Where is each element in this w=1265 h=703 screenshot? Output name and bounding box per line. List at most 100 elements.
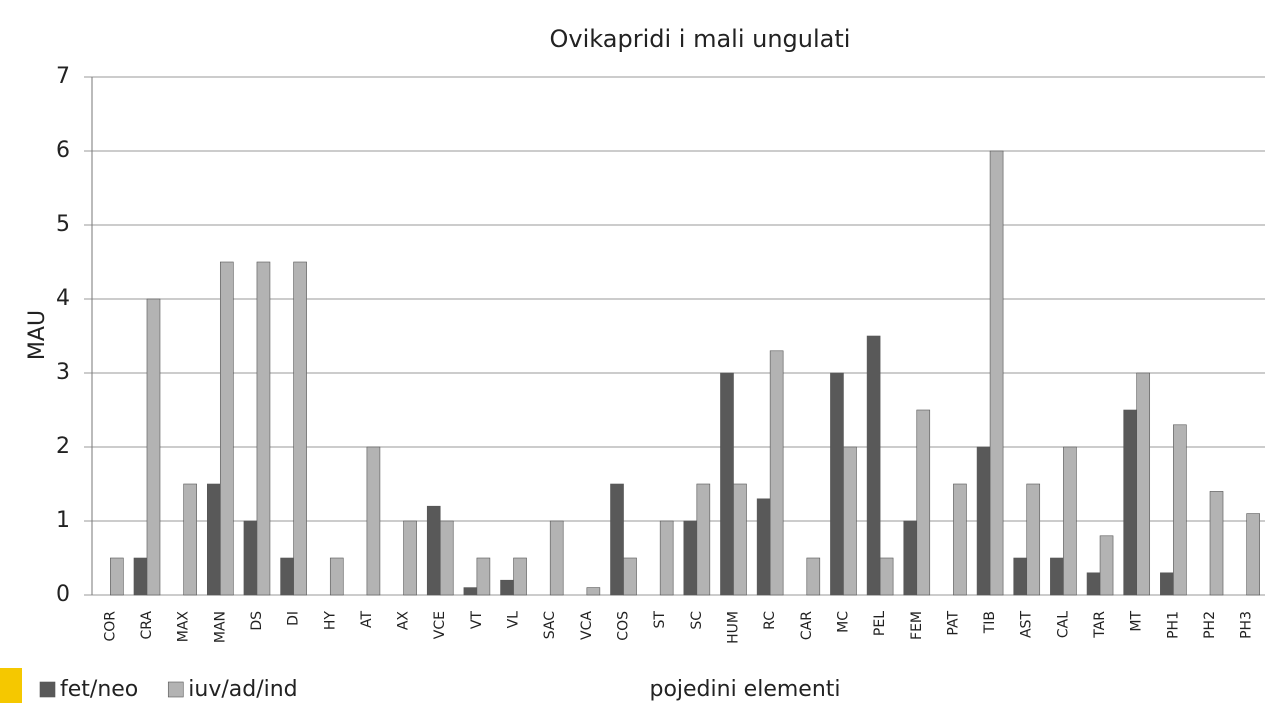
bar — [769, 350, 784, 596]
x-tick-label: FEM — [909, 611, 925, 640]
x-tick-label: PH3 — [1239, 611, 1255, 639]
y-tick-label: 7 — [56, 64, 70, 89]
y-tick-label: 5 — [56, 212, 70, 237]
x-tick-label: AST — [1019, 611, 1035, 638]
bar — [903, 520, 918, 596]
bar — [1063, 446, 1077, 596]
bar — [500, 579, 514, 596]
bar — [243, 520, 258, 596]
corner-mark — [0, 668, 22, 703]
x-tick-label: TIB — [982, 611, 998, 634]
bar — [916, 409, 931, 596]
bar — [1050, 557, 1064, 596]
bar — [756, 498, 771, 596]
bar — [426, 505, 441, 596]
bar — [720, 372, 734, 596]
x-tick-label: DI — [286, 611, 302, 626]
bar — [206, 483, 221, 596]
bar — [133, 557, 148, 596]
bar — [733, 483, 747, 596]
x-tick-label: HY — [322, 611, 338, 631]
bar — [1013, 557, 1028, 596]
x-tick-label: CAR — [799, 611, 815, 640]
bar — [183, 483, 197, 596]
y-tick-label: 0 — [56, 582, 70, 607]
legend-label: fet/neo — [60, 677, 138, 702]
chart-title: Ovikapridi i mali ungulati — [550, 25, 851, 53]
bar — [513, 557, 527, 596]
bar — [1160, 572, 1174, 596]
bar — [659, 520, 674, 596]
x-tick-label: MC — [835, 611, 851, 633]
x-tick-label: VT — [469, 611, 485, 630]
x-tick-label: VCA — [579, 611, 595, 640]
x-tick-label: VL — [506, 611, 522, 629]
y-tick-label: 6 — [56, 138, 70, 163]
y-axis-label: MAU — [25, 310, 50, 360]
legend-label: iuv/ad/ind — [188, 677, 297, 702]
bar — [696, 483, 711, 596]
bar — [329, 557, 344, 596]
bar — [476, 557, 491, 596]
y-tick-label: 4 — [56, 286, 70, 311]
y-tick-label: 1 — [56, 508, 70, 533]
bar — [146, 298, 161, 596]
bar — [879, 557, 894, 596]
bar — [1026, 483, 1041, 596]
x-tick-label: VCE — [432, 611, 448, 639]
bar — [1136, 372, 1151, 596]
bar — [683, 520, 698, 596]
bar — [976, 446, 991, 596]
bar — [549, 520, 564, 596]
bar — [989, 150, 1004, 596]
legend-swatch — [39, 681, 56, 698]
bar — [1099, 535, 1114, 596]
bar — [293, 261, 307, 596]
x-tick-label: PH2 — [1202, 611, 1218, 639]
x-tick-label: AT — [359, 611, 375, 628]
bar — [623, 557, 637, 596]
legend-swatch — [167, 681, 184, 698]
x-tick-label: PH1 — [1165, 611, 1181, 639]
x-tick-label: MAX — [176, 611, 192, 643]
bar — [843, 446, 857, 596]
bar — [366, 446, 381, 596]
bar — [403, 520, 417, 596]
x-tick-label: PEL — [872, 611, 888, 636]
x-tick-label: DS — [249, 611, 265, 631]
x-tick-label: ST — [652, 611, 668, 629]
bar — [219, 261, 234, 596]
x-tick-label: CAL — [1055, 611, 1071, 638]
y-tick-label: 2 — [56, 434, 70, 459]
x-tick-label: RC — [762, 611, 778, 630]
bar — [1086, 572, 1101, 596]
x-tick-label: MT — [1129, 611, 1145, 632]
x-tick-label: AX — [396, 611, 412, 631]
x-tick-label: MAN — [212, 611, 228, 643]
bar — [610, 483, 624, 596]
bar — [256, 261, 271, 596]
x-tick-label: CRA — [139, 611, 155, 640]
x-tick-label: COR — [102, 611, 118, 642]
x-tick-label: HUM — [725, 611, 741, 644]
bar — [586, 587, 601, 596]
x-tick-label: TAR — [1092, 611, 1108, 639]
bar — [866, 335, 881, 596]
bar — [1173, 424, 1187, 596]
x-tick-label: SC — [689, 611, 705, 630]
bar — [806, 557, 821, 596]
bar — [830, 372, 844, 596]
x-tick-label: COS — [616, 611, 632, 641]
y-tick-label: 3 — [56, 360, 70, 385]
x-tick-label: PAT — [945, 611, 961, 636]
x-tick-label: SAC — [542, 611, 558, 639]
bar — [1246, 513, 1260, 596]
bar — [280, 557, 294, 596]
bar — [1123, 409, 1138, 596]
bar — [953, 483, 967, 596]
x-axis-label: pojedini elementi — [649, 677, 840, 702]
bar — [1209, 491, 1224, 596]
bar — [110, 557, 124, 596]
bar — [463, 587, 478, 596]
